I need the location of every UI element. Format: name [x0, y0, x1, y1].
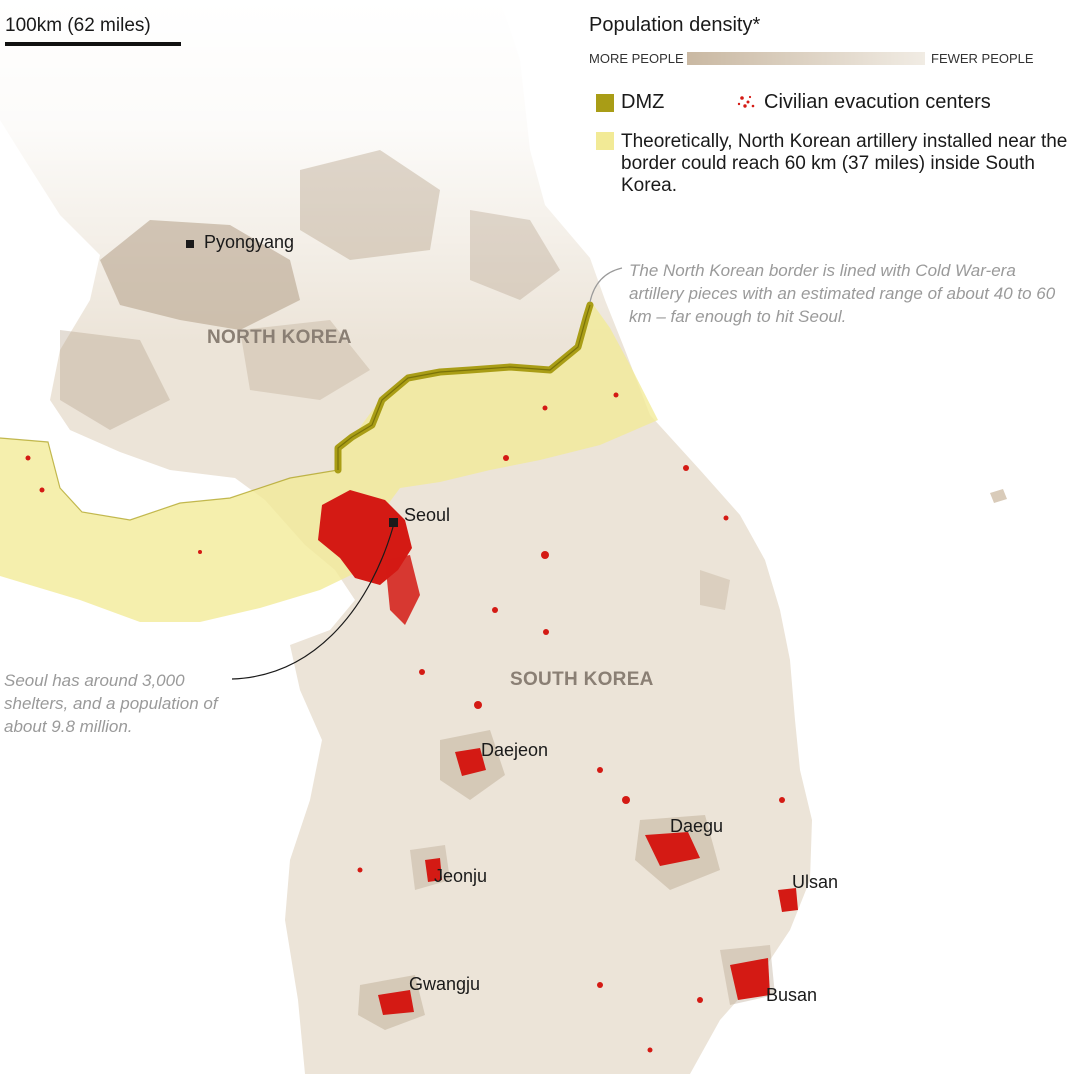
evac-cluster-ulsan — [778, 888, 798, 912]
evac-cluster-seoul-south — [385, 555, 420, 625]
density-patch-north-center — [240, 320, 370, 400]
evac-dot — [647, 1047, 653, 1053]
evac-swatch — [737, 95, 755, 108]
evac-dot — [779, 797, 785, 803]
city-label-daejeon: Daejeon — [481, 740, 549, 760]
density-patch-pyongyang — [100, 220, 300, 330]
evac-dot — [198, 550, 202, 554]
evac-dot — [492, 607, 498, 613]
evac-dot — [25, 455, 31, 461]
region-south-korea: SOUTH KOREA — [510, 669, 654, 690]
legend-fewer-label: FEWER PEOPLE — [931, 51, 1034, 66]
dokdo-island — [990, 489, 1007, 503]
legend-more-label: MORE PEOPLE — [589, 51, 684, 66]
city-label-pyongyang: Pyongyang — [204, 232, 295, 252]
evac-dot — [597, 982, 603, 988]
evac-dot — [503, 455, 509, 461]
city-label-seoul: Seoul — [404, 505, 451, 525]
city-label-gwangju: Gwangju — [409, 974, 481, 994]
density-patch-north-coast — [300, 150, 440, 260]
legend-evac-label: Civilian evacution centers — [764, 91, 991, 113]
evac-cluster-jeonju — [425, 858, 442, 882]
range-swatch — [596, 132, 614, 150]
city-label-jeonju: Jeonju — [434, 866, 488, 886]
city-label-ulsan: Ulsan — [792, 872, 839, 892]
evac-dot — [683, 465, 689, 471]
evac-dot — [542, 405, 548, 411]
artillery-range-zone — [0, 300, 658, 622]
evac-dot — [597, 767, 603, 773]
coastal-boundary-line — [0, 437, 339, 521]
evac-dot — [357, 867, 363, 873]
evac-dot — [474, 701, 482, 709]
border-note-leader — [589, 267, 623, 303]
density-gradient-bar — [687, 52, 925, 65]
evac-dot — [541, 551, 549, 559]
city-label-daegu: Daegu — [670, 816, 724, 836]
density-patch-north-east — [470, 210, 560, 300]
evac-cluster-daejeon — [455, 748, 486, 776]
evac-dot — [613, 392, 619, 398]
density-patch-north-west — [60, 330, 170, 430]
evac-dot — [39, 487, 45, 493]
seoul-marker — [389, 518, 398, 527]
legend-dmz-label: DMZ — [621, 91, 665, 113]
legend-title: Population density* — [589, 14, 761, 36]
density-patch-east — [700, 570, 730, 610]
pyongyang-marker — [186, 240, 194, 248]
evac-dot — [723, 515, 729, 521]
seoul-note-leader — [231, 526, 394, 680]
scale-label: 100km (62 miles) — [5, 15, 151, 36]
legend-range-label: Theoretically, North Korean artillery in… — [621, 131, 1068, 196]
evac-dot — [419, 669, 425, 675]
evac-dot — [697, 997, 703, 1003]
city-label-busan: Busan — [766, 985, 818, 1005]
dmz-line-inner — [337, 304, 591, 470]
scale-bar — [5, 42, 181, 46]
region-north-korea: NORTH KOREA — [207, 327, 352, 348]
border-annotation: The North Korean border is lined with Co… — [629, 261, 1056, 326]
evac-cluster-busan — [730, 958, 770, 1000]
evacuation-centers — [25, 392, 798, 1053]
evac-dot — [622, 796, 630, 804]
evac-cluster-gwangju — [378, 990, 414, 1015]
dmz-swatch — [596, 94, 614, 112]
evac-cluster-daegu — [645, 832, 700, 866]
evac-dot — [543, 629, 549, 635]
seoul-annotation: Seoul has around 3,000 shelters, and a p… — [4, 671, 218, 736]
